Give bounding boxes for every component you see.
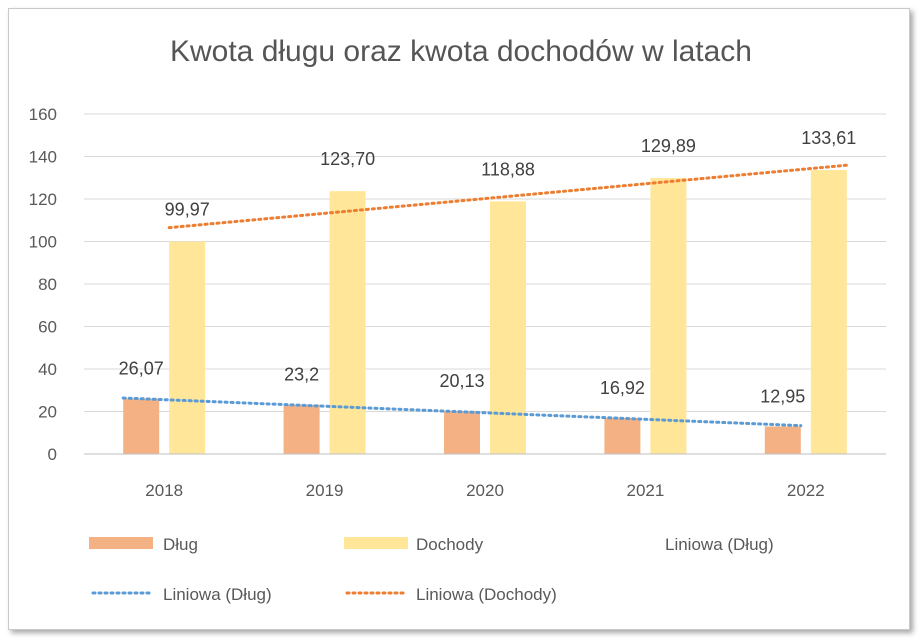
data-label: 16,92 — [600, 378, 645, 398]
y-tick-label: 160 — [29, 105, 57, 124]
bar-dług — [764, 426, 801, 454]
bar-dochody — [650, 177, 687, 454]
trendline-dlug — [121, 396, 803, 428]
data-label: 118,88 — [481, 159, 535, 179]
legend: Dług Dochody Liniowa (Dług) Liniowa (Dług) L… — [89, 535, 774, 604]
chart-frame: Kwota długu oraz kwota dochodów w latach… — [8, 8, 910, 630]
data-label: 133,61 — [801, 128, 856, 148]
x-tick-label: 2020 — [466, 481, 504, 500]
x-tick-label: 2022 — [787, 481, 825, 500]
legend-label: Liniowa (Dług) — [163, 585, 272, 604]
legend-label: Dochody — [416, 535, 484, 554]
bar-dług — [123, 398, 160, 454]
legend-label: Liniowa (Dochody) — [416, 585, 557, 604]
chart-svg: Kwota długu oraz kwota dochodów w latach… — [29, 35, 886, 604]
y-tick-label: 20 — [38, 403, 57, 422]
y-tick-label: 120 — [29, 190, 57, 209]
data-label: 23,2 — [284, 365, 319, 385]
y-tick-label: 100 — [29, 233, 57, 252]
bar-dług — [283, 404, 320, 454]
data-label: 123,70 — [320, 149, 375, 169]
x-tick-label: 2021 — [626, 481, 664, 500]
bar-dochody — [169, 241, 206, 454]
data-label: 26,07 — [119, 359, 164, 379]
bar-dochody — [490, 201, 526, 454]
bars — [123, 170, 847, 455]
bar-dług — [604, 418, 641, 454]
y-tick-label: 140 — [29, 148, 57, 167]
axes: 0 20 40 60 80 100 120 140 160 2018 2019 2020 2021 202… — [29, 105, 886, 500]
data-label: 99,97 — [165, 200, 210, 220]
gridlines — [84, 113, 886, 455]
y-tick-label: 80 — [38, 275, 57, 294]
x-tick-label: 2018 — [145, 481, 183, 500]
legend-label: Dług — [163, 535, 198, 554]
y-tick-label: 40 — [38, 360, 57, 379]
bar-dochody — [810, 170, 847, 455]
data-labels: 26,07 99,97 23,2 123,70 20,13 118,88 16,92 129,… — [119, 128, 857, 406]
data-label: 12,95 — [760, 386, 805, 406]
bar-dochody — [329, 191, 366, 454]
legend-swatch-dochody — [344, 537, 408, 549]
y-tick-label: 60 — [38, 318, 57, 337]
legend-label: Liniowa (Dług) — [665, 535, 774, 554]
bar-dług — [444, 411, 480, 454]
data-label: 20,13 — [439, 371, 484, 391]
data-label: 129,89 — [641, 136, 696, 156]
x-tick-label: 2019 — [306, 481, 344, 500]
y-tick-label: 0 — [48, 445, 57, 464]
legend-swatch-dlug — [89, 537, 153, 549]
trendline-dochody — [167, 163, 849, 230]
chart-title: Kwota długu oraz kwota dochodów w latach — [170, 35, 752, 68]
trendlines — [121, 163, 849, 428]
